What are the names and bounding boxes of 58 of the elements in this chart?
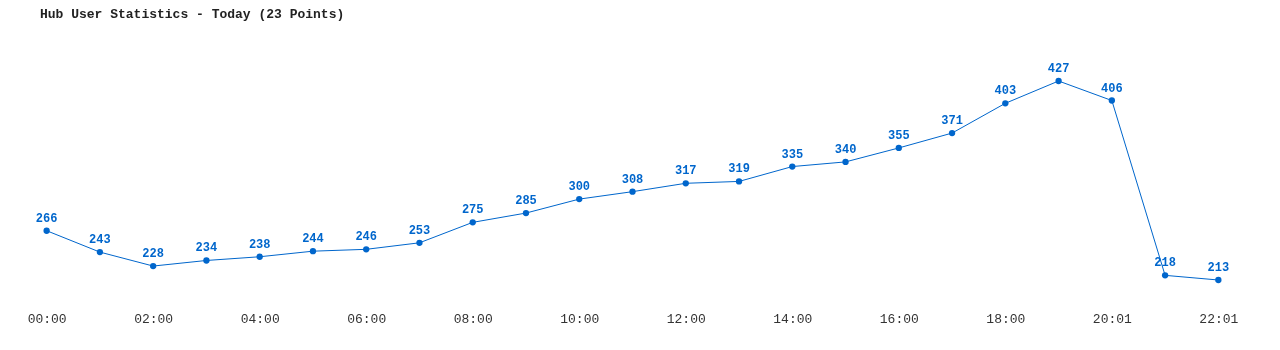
point — [682, 180, 689, 187]
x-tick-label: 18:00 — [986, 311, 1026, 327]
data-label: 355 — [888, 128, 910, 143]
point — [1055, 77, 1062, 85]
x-tick-label: 04:00 — [240, 311, 280, 327]
data-label: 340 — [834, 142, 857, 157]
data-label: 244 — [302, 232, 324, 247]
point — [842, 158, 849, 166]
data-label: 213 — [1207, 261, 1230, 275]
data-label: 234 — [195, 241, 218, 256]
data-label: 275 — [461, 203, 484, 218]
point — [416, 239, 423, 246]
data-label: 238 — [248, 237, 271, 252]
point — [309, 248, 317, 255]
x-tick-label: 20:01 — [1092, 311, 1133, 327]
data-label: 285 — [515, 194, 537, 209]
x-tick-label: 22:01 — [1199, 311, 1239, 327]
data-label: 371 — [941, 114, 963, 129]
data-label: 228 — [142, 247, 164, 262]
x-tick-label: 08:00 — [453, 311, 493, 327]
point — [789, 163, 796, 170]
point — [1108, 97, 1116, 104]
data-label: 243 — [89, 233, 111, 248]
x-tick-label: 10:00 — [560, 311, 600, 327]
data-label: 427 — [1047, 62, 1070, 76]
point — [576, 195, 583, 203]
data-label: 406 — [1101, 81, 1123, 96]
data-label: 319 — [728, 162, 750, 177]
x-tick-label: 06:00 — [347, 311, 387, 327]
point — [522, 209, 530, 217]
point — [895, 144, 902, 152]
point — [149, 262, 157, 270]
point — [1002, 100, 1009, 107]
data-label: 253 — [408, 223, 431, 238]
point — [735, 178, 743, 185]
data-label: 246 — [355, 230, 377, 245]
data-label: 317 — [674, 164, 697, 179]
point — [256, 253, 263, 260]
x-tick-label: 12:00 — [666, 311, 706, 327]
x-tick-label: 14:00 — [773, 311, 813, 327]
point — [469, 219, 476, 226]
x-tick-label: 16:00 — [879, 311, 919, 327]
point — [363, 246, 370, 253]
point — [948, 129, 956, 137]
data-label: 300 — [568, 180, 591, 195]
x-tick-label: 02:00 — [134, 311, 174, 327]
point — [1215, 276, 1222, 284]
data-label: 266 — [35, 211, 58, 226]
data-label: 308 — [621, 172, 644, 187]
chart-title: Hub User Statistics - Today (23 Points) — [40, 7, 345, 22]
point — [203, 257, 210, 264]
data-label: 335 — [781, 147, 804, 162]
data-label: 403 — [994, 84, 1017, 99]
point — [43, 227, 50, 234]
x-tick-label: 00:00 — [27, 311, 67, 327]
point — [96, 248, 104, 256]
point — [629, 188, 636, 195]
point — [1161, 272, 1169, 279]
